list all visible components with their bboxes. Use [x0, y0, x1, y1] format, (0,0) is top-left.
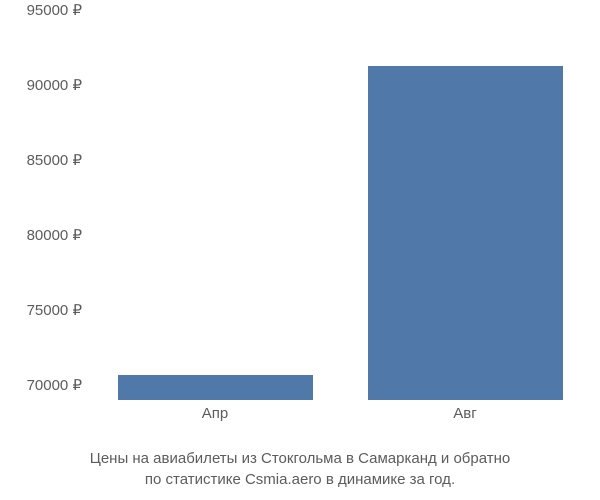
plot-area — [90, 10, 590, 400]
bar — [118, 375, 313, 401]
y-tick-label: 90000 ₽ — [27, 76, 82, 94]
x-axis: Апр Авг — [90, 405, 590, 435]
caption-line-2: по статистике Csmia.aero в динамике за г… — [145, 471, 455, 488]
caption-line-1: Цены на авиабилеты из Стокгольма в Самар… — [90, 450, 511, 467]
y-axis: 70000 ₽ 75000 ₽ 80000 ₽ 85000 ₽ 90000 ₽ 95000… — [0, 0, 90, 400]
y-tick-label: 85000 ₽ — [27, 151, 82, 169]
x-tick-label: Апр — [202, 405, 228, 422]
y-tick-label: 75000 ₽ — [27, 301, 82, 319]
x-tick-label: Авг — [453, 405, 476, 422]
bar — [368, 66, 563, 401]
chart-caption: Цены на авиабилеты из Стокгольма в Самар… — [0, 448, 600, 490]
y-tick-label: 70000 ₽ — [27, 376, 82, 394]
chart-container: 70000 ₽ 75000 ₽ 80000 ₽ 85000 ₽ 90000 ₽ 95000… — [0, 0, 600, 440]
y-tick-label: 80000 ₽ — [27, 226, 82, 244]
y-tick-label: 95000 ₽ — [27, 1, 82, 19]
